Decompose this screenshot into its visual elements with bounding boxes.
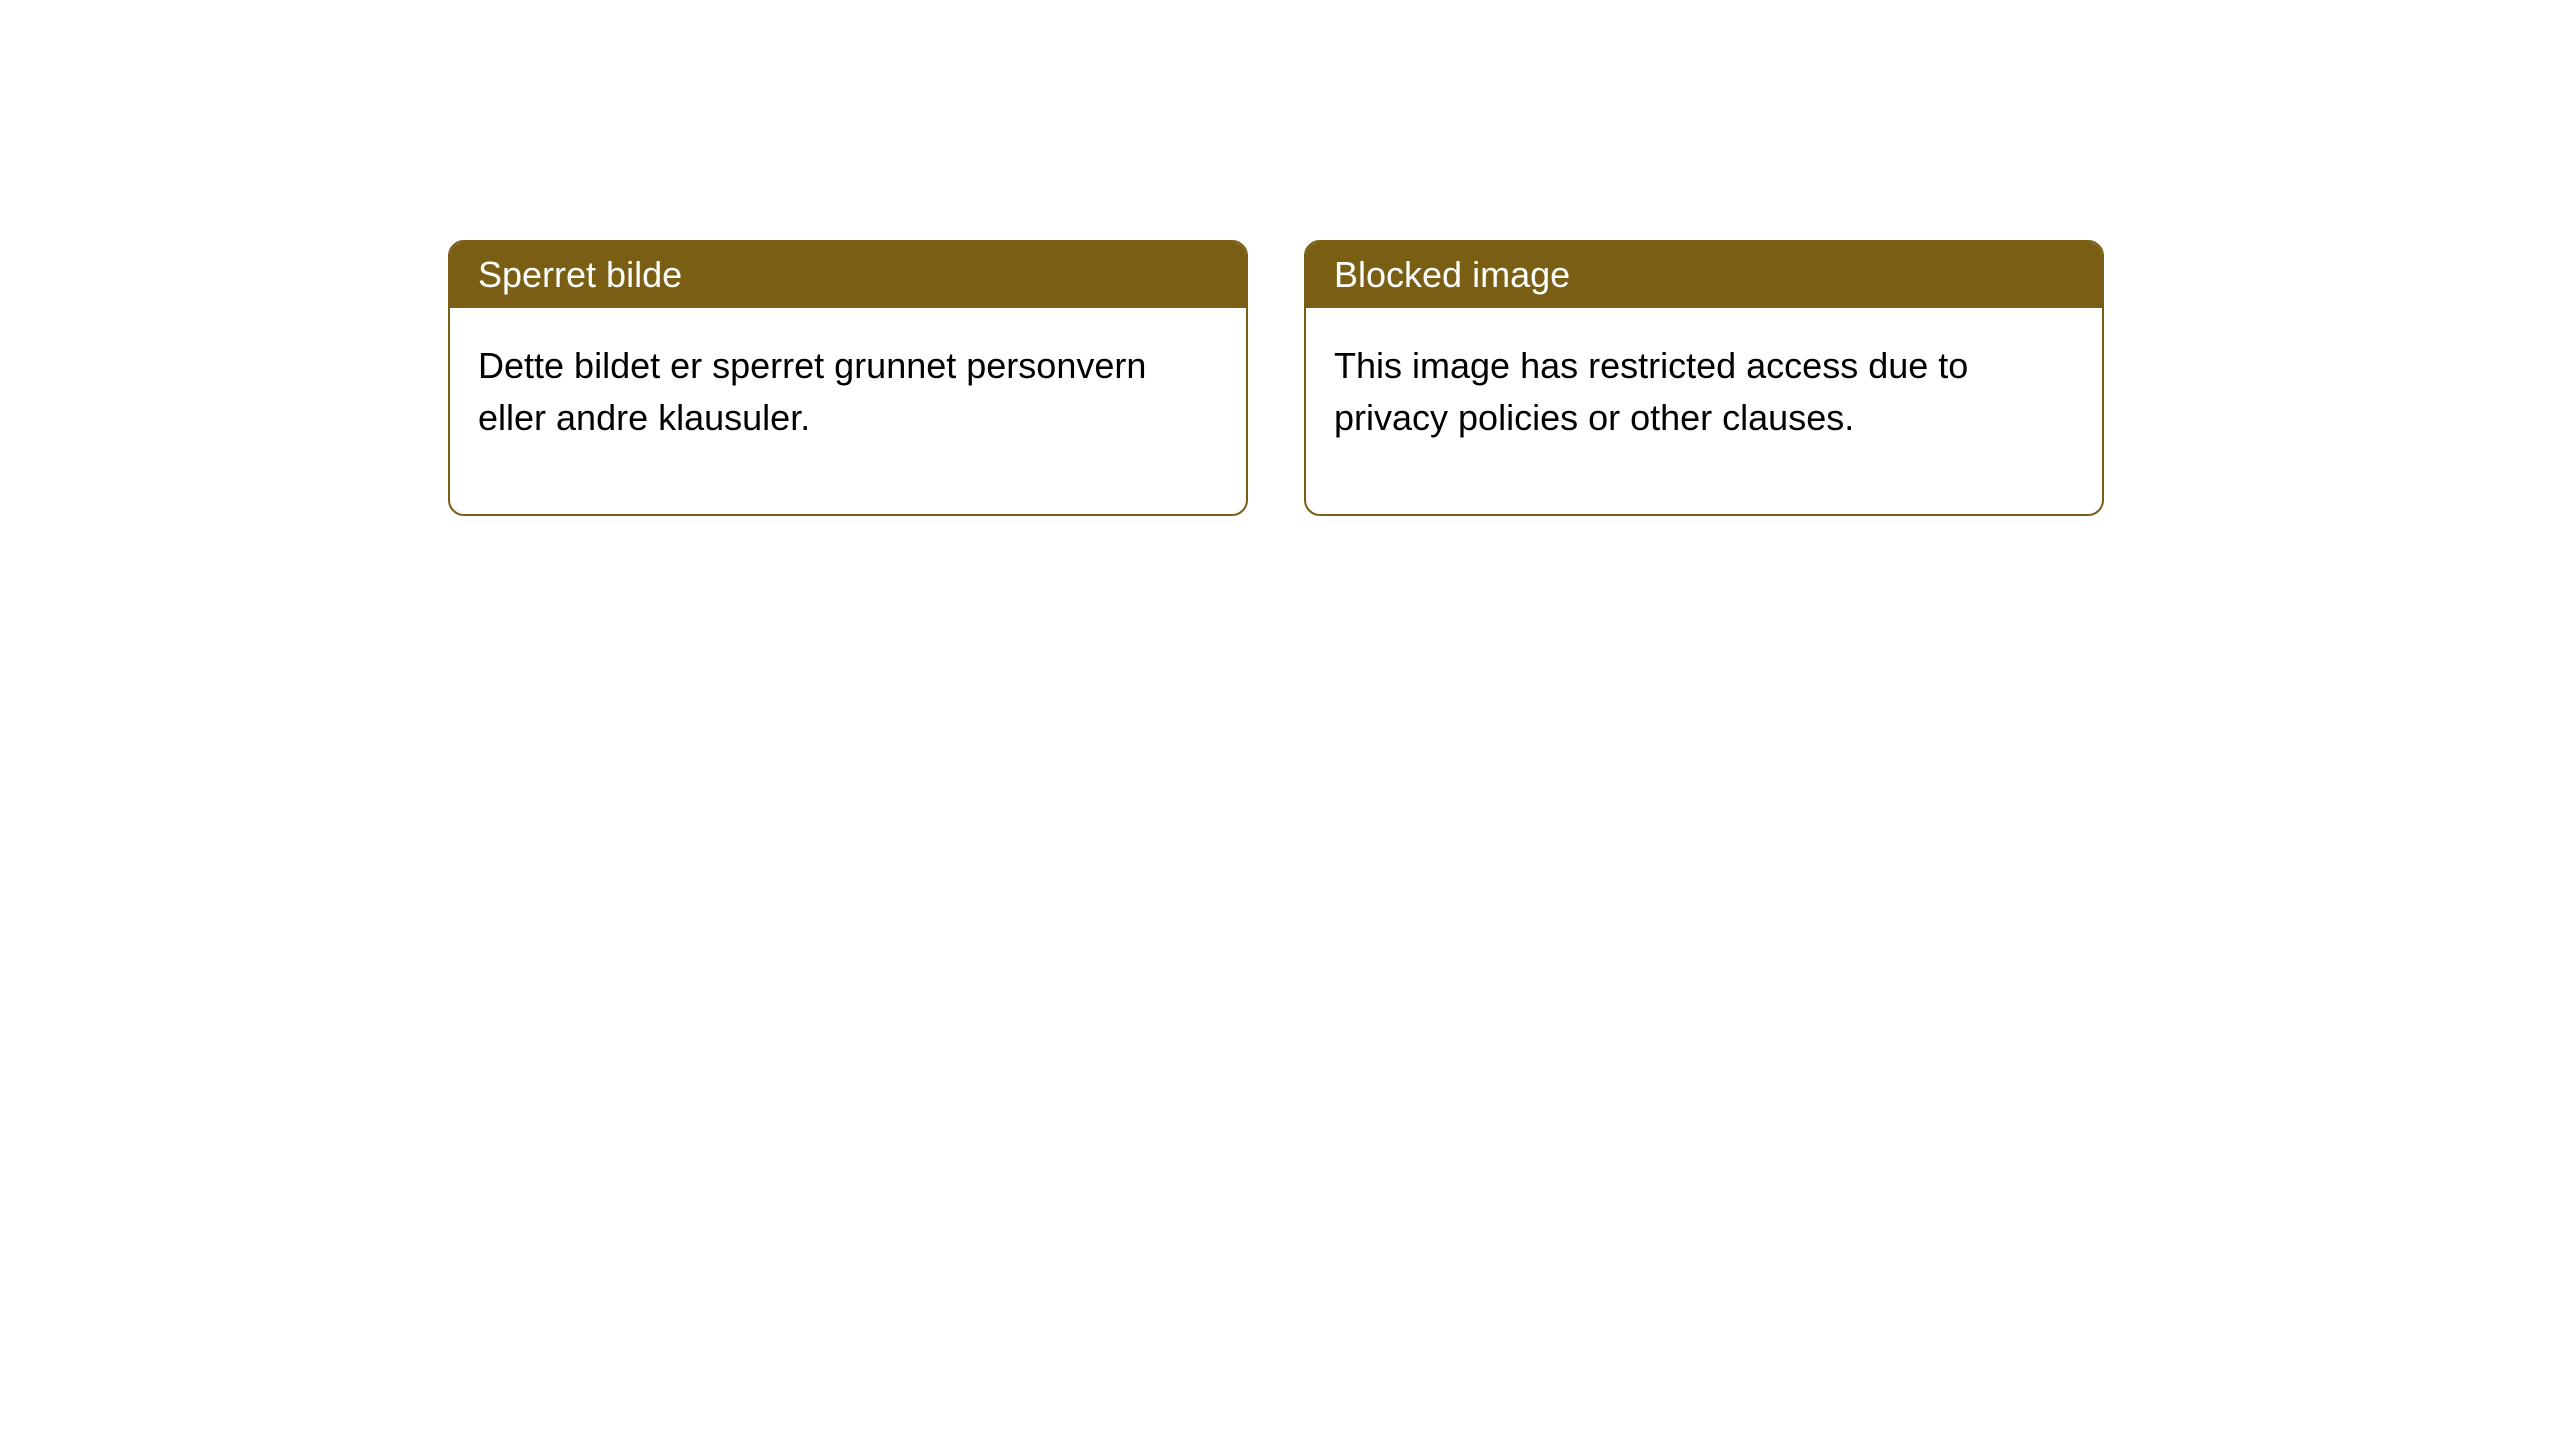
notice-container: Sperret bilde Dette bildet er sperret gr…	[448, 240, 2104, 516]
notice-card-norwegian: Sperret bilde Dette bildet er sperret gr…	[448, 240, 1248, 516]
notice-body: Dette bildet er sperret grunnet personve…	[450, 308, 1246, 514]
notice-body: This image has restricted access due to …	[1306, 308, 2102, 514]
notice-title: Sperret bilde	[450, 242, 1246, 308]
notice-card-english: Blocked image This image has restricted …	[1304, 240, 2104, 516]
notice-title: Blocked image	[1306, 242, 2102, 308]
